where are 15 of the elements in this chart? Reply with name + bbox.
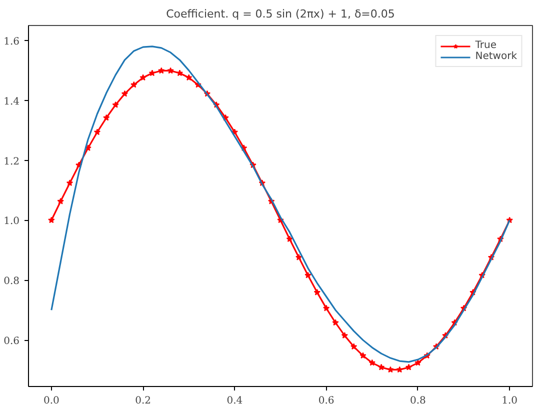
y-tick-label: 0.6 (4, 336, 20, 348)
legend-label: True (475, 40, 496, 51)
x-tick-label: 0.8 (410, 396, 426, 406)
chart-title: Coefficient. q = 0.5 sin (2πx) + 1, δ=0.05 (166, 8, 395, 20)
x-tick-label: 1.0 (502, 396, 518, 406)
x-tick-label: 0.4 (226, 396, 243, 406)
y-tick-label: 1.4 (4, 96, 20, 108)
y-tick-label: 1.6 (4, 36, 20, 48)
x-tick-label: 0.2 (135, 396, 151, 406)
x-tick-label: 0.0 (43, 396, 60, 406)
x-tick-label: 0.6 (318, 396, 334, 406)
y-tick-label: 0.8 (4, 276, 20, 288)
y-tick-label: 1.2 (4, 156, 20, 168)
legend-label: Network (475, 51, 517, 62)
y-tick-label: 1.0 (4, 216, 20, 228)
